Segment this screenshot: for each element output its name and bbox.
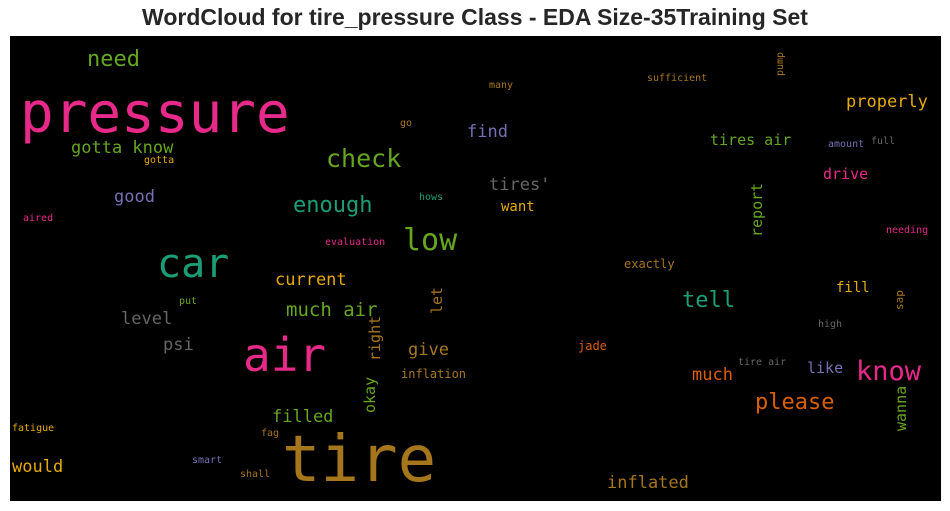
word-tell: tell — [682, 288, 735, 313]
word-properly: properly — [846, 92, 928, 112]
word-okay: okay — [361, 376, 379, 413]
word-jade: jade — [578, 339, 607, 353]
word-level: level — [121, 309, 173, 329]
word-inflated: inflated — [607, 473, 689, 493]
word-put: put — [179, 296, 198, 307]
word-cloud: pressure tire air car low know check please tell… — [10, 36, 941, 501]
word-report: report — [748, 182, 766, 237]
word-much-air: much air — [286, 299, 378, 321]
word-high: high — [818, 319, 843, 330]
word-go: go — [400, 118, 413, 129]
word-filled: filled — [272, 407, 334, 427]
word-please: please — [755, 390, 835, 415]
word-want: want — [501, 199, 535, 215]
word-car: car — [157, 241, 230, 287]
word-fatigue: fatigue — [12, 423, 55, 434]
word-tires-air: tires air — [710, 131, 792, 149]
word-exactly: exactly — [624, 257, 675, 271]
word-wanna: wanna — [892, 385, 910, 431]
word-give: give — [408, 340, 449, 360]
word-check: check — [326, 144, 402, 173]
word-air: air — [243, 328, 327, 382]
word-much: much — [692, 365, 733, 385]
word-need: need — [87, 47, 140, 72]
word-pressure: pressure — [20, 81, 290, 146]
word-right: right — [366, 315, 384, 361]
word-sap: sap — [893, 289, 906, 310]
word-tire: tire — [282, 423, 437, 497]
word-enough: enough — [293, 193, 373, 218]
word-current: current — [275, 270, 347, 290]
word-smart: smart — [192, 455, 223, 466]
word-low: low — [403, 223, 458, 258]
word-fag: fag — [261, 428, 280, 439]
word-fill: fill — [836, 280, 870, 296]
word-let: let — [428, 286, 446, 314]
word-tires: tires' — [489, 175, 551, 195]
word-hows: hows — [419, 192, 444, 203]
figure-title: WordCloud for tire_pressure Class - EDA … — [142, 4, 808, 30]
word-gotta: gotta — [144, 155, 175, 166]
word-pump: pump — [775, 51, 786, 76]
word-gotta-know: gotta know — [71, 138, 174, 158]
word-shall: shall — [240, 469, 271, 480]
word-evaluation: evaluation — [325, 237, 386, 248]
word-drive: drive — [823, 165, 869, 183]
word-know: know — [856, 356, 922, 387]
word-good: good — [114, 187, 155, 207]
word-like: like — [807, 359, 844, 377]
word-amount: amount — [828, 139, 865, 150]
word-many: many — [489, 80, 514, 91]
word-aired: aired — [23, 213, 54, 224]
word-find: find — [467, 122, 508, 142]
word-sufficient: sufficient — [647, 73, 708, 84]
word-would: would — [12, 457, 64, 477]
word-needing: needing — [886, 225, 929, 236]
word-inflation: inflation — [401, 367, 467, 381]
word-full: full — [871, 136, 896, 147]
word-psi: psi — [163, 335, 194, 355]
word-tire-air: tire air — [738, 357, 787, 368]
